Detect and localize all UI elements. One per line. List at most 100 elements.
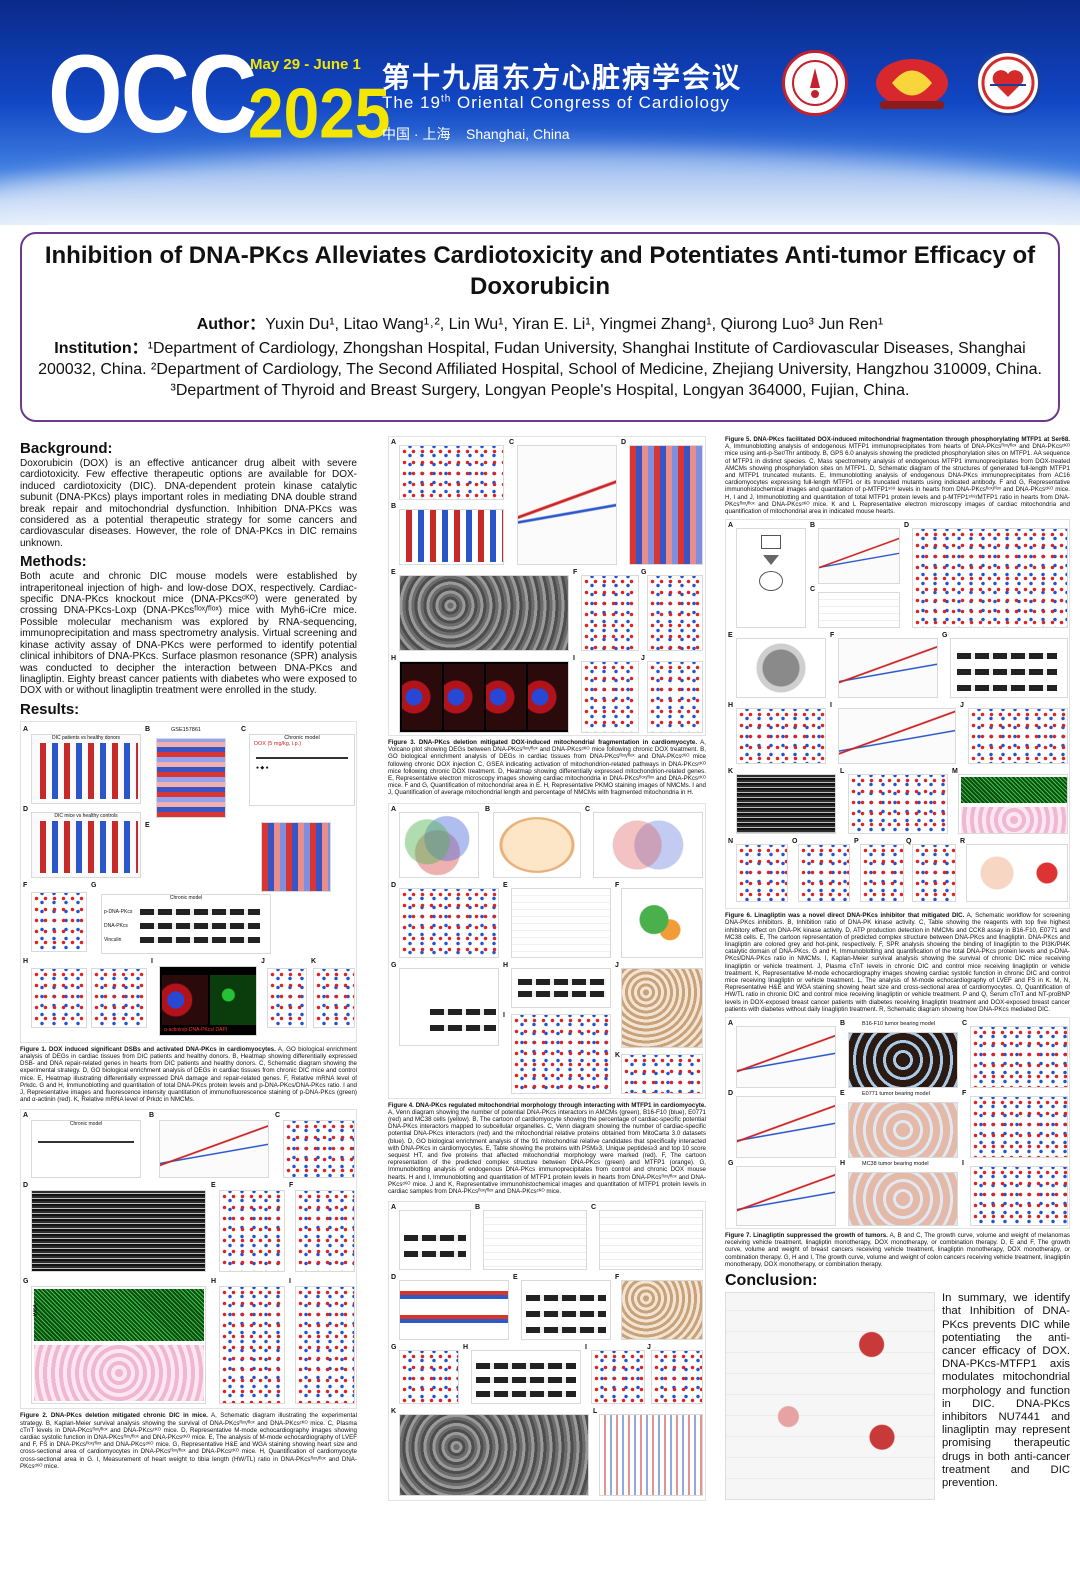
fig3-mito-length xyxy=(581,661,639,733)
fig4-ihc-quant xyxy=(621,1053,703,1094)
fig7-e0771-growth-curve xyxy=(736,1096,836,1159)
congress-location: 中国 · 上海 Shanghai, China xyxy=(382,126,570,142)
fig3-mito-area-g xyxy=(647,575,703,651)
figure-2: A Chronic model B C D E F G WGA H I xyxy=(20,1109,357,1410)
fig3-electron-microscopy xyxy=(399,575,569,651)
fig4-ip-immunoblot xyxy=(399,967,499,1046)
column-left: Background: Doxorubicin (DOX) is an effe… xyxy=(20,436,357,1470)
fig7-mc38-tumors xyxy=(848,1172,958,1227)
fig6-inhibition-ratio xyxy=(818,528,900,585)
fig2-fs xyxy=(295,1190,355,1273)
author-line: Author：Yuxin Du¹, Litao Wang¹˒², Lin Wu¹… xyxy=(196,316,884,333)
fig1-quant-total-dnapkcs xyxy=(31,967,87,1028)
figure-7-caption: Figure 7. Linagliptin suppressed the gro… xyxy=(725,1232,1070,1268)
fig1-heatmap-patients xyxy=(156,737,226,818)
fig2-hwtl xyxy=(295,1286,355,1405)
figure-4-caption: Figure 4. DNA-PKcs regulated mitochondri… xyxy=(388,1101,706,1196)
fig5-ihc xyxy=(621,1280,703,1341)
poster-title-box: Inhibition of DNA-PKcs Alleviates Cardio… xyxy=(20,232,1060,422)
figure-2-caption: Figure 2. DNA-PKcs deletion mitigated ch… xyxy=(20,1412,357,1470)
fig3-go-enrichment xyxy=(399,509,504,565)
fig1-quant-ratio xyxy=(91,967,147,1028)
fig7-b16-tumors xyxy=(848,1032,958,1089)
fig6-quant xyxy=(736,708,826,765)
fig5-truncation-blot xyxy=(521,1280,611,1341)
fig7-e0771-tumors xyxy=(848,1102,958,1159)
methods-heading: Methods: xyxy=(20,553,87,571)
conclusion-section: In summary, we identify that Inhibition … xyxy=(725,1292,1070,1502)
column-right: Figure 5. DNA-PKcs facilitated DOX-induc… xyxy=(725,436,1070,1502)
column-middle: A B C D E F G H I J Figure 3. DNA-PKcs d… xyxy=(388,436,706,1502)
fig4-venn-diagram xyxy=(399,811,479,878)
fig5-mtfp1-blot xyxy=(471,1350,581,1405)
fig3-fragmented-percent xyxy=(647,661,703,733)
results-heading: Results: xyxy=(20,700,80,718)
fig4-mtfp1-blot xyxy=(511,967,611,1008)
fig7-b16-growth-curve xyxy=(736,1026,836,1089)
fig4-go-dotplot xyxy=(399,887,499,958)
congress-title-english: The 19th Oriental Congress of Cardiology xyxy=(382,93,730,112)
institution-line: Institution：¹Department of Cardiology, Z… xyxy=(38,340,1042,399)
fig6-he-wga xyxy=(958,774,1068,835)
fig3-mito-area-f xyxy=(581,575,639,651)
fig6-echocardiography xyxy=(736,774,836,835)
fig6-n-quant xyxy=(736,844,788,903)
fig7-b16-label: B16-F10 tumor bearing model xyxy=(862,1021,936,1028)
fig7-e0771-label: E0771 tumor bearing model xyxy=(862,1091,930,1098)
figure-3: A B C D E F G H I J xyxy=(388,436,706,736)
fig6-survival xyxy=(838,708,956,765)
fig1-go-enrichment-patients: DIC patients vs healthy donors xyxy=(31,733,141,804)
fig2-wga-he-staining: WGA xyxy=(31,1286,206,1405)
fig3-gsea xyxy=(517,445,617,565)
fig5-ihc-quant xyxy=(399,1350,459,1405)
oriental-emblem-icon xyxy=(876,59,948,109)
fig7-mc38-growth-curve xyxy=(736,1166,836,1227)
fig6-mechanism-schematic xyxy=(966,844,1068,903)
fig3-pkmo-staining xyxy=(399,661,569,733)
fig6-lvef-fs xyxy=(848,774,948,835)
fig7-mc38-label: MC38 tumor bearing model xyxy=(862,1161,929,1168)
background-text: Doxorubicin (DOX) is an effective antica… xyxy=(20,458,357,549)
fig6-docking-structure xyxy=(736,638,826,699)
congress-dates: May 29 - June 1 xyxy=(250,56,361,73)
fig6-patient-ctnt xyxy=(860,844,904,903)
fig5-violin-plot xyxy=(599,1414,703,1497)
fig7-b16-weight xyxy=(970,1026,1068,1089)
fig1-immunoblot: Chronic model p-DNA-PKcs DNA-PKcs Vincul… xyxy=(101,893,271,954)
fig3-volcano-plot xyxy=(399,445,504,500)
methods-text: Both acute and chronic DIC mouse models … xyxy=(20,571,357,697)
fig2-ctnt xyxy=(283,1120,355,1179)
fig1-schematic: Chronic model DOX (5 mg/kg, i.p.) ● ◆ ● xyxy=(249,733,355,806)
fig1-geo-label: GSE157861 xyxy=(171,726,201,733)
fig6-screening-workflow xyxy=(736,528,806,629)
fig5-total-mtfp1 xyxy=(591,1350,645,1405)
fig2-schematic: Chronic model xyxy=(31,1120,141,1179)
congress-title-chinese: 第十九届东方心脏病学会议 xyxy=(382,62,743,93)
fig1-go-enrichment-mice: DIC mice vs healthy controls xyxy=(31,811,141,878)
fig4-protein-table xyxy=(511,887,611,958)
conclusion-text: In summary, we identify that Inhibition … xyxy=(942,1292,1070,1489)
figure-5-caption: Figure 5. DNA-PKcs facilitated DOX-induc… xyxy=(725,436,1070,516)
conclusion-schematic-image xyxy=(725,1292,935,1501)
conclusion-heading: Conclusion: xyxy=(725,1272,818,1290)
medical-society-seal-logo xyxy=(782,50,848,116)
figure-6: A B C D E F G H I J K L M xyxy=(725,519,1070,910)
figure-1-caption: Figure 1. DOX induced significant DSBs a… xyxy=(20,1045,357,1104)
poster-title: Inhibition of DNA-PKcs Alleviates Cardio… xyxy=(44,242,1036,300)
fig6-ctnt xyxy=(968,708,1068,765)
banner-wave-decoration xyxy=(0,150,1080,225)
fig4-cardiomyocyte-cartoon xyxy=(493,811,581,878)
fig7-mc38-weight xyxy=(970,1166,1068,1227)
fig1-nmcm-mrna xyxy=(313,967,355,1028)
fig2-cross-sectional-area xyxy=(219,1286,285,1405)
fig5-electron-microscopy xyxy=(399,1414,589,1497)
fig1-fluorescence-quant xyxy=(267,967,307,1028)
heart-globe-icon xyxy=(981,56,1035,110)
fig5-ratio xyxy=(651,1350,703,1405)
figure-7: A B B16-F10 tumor bearing model C D E E0… xyxy=(725,1017,1070,1230)
fig1-if-images: α-actinin/p-DNA-PKcs/ DAPI xyxy=(159,965,257,1036)
background-heading: Background: xyxy=(20,440,113,457)
occ-logo-text: OCC xyxy=(48,33,257,157)
fig1-prkdc-mrna xyxy=(31,891,87,952)
fig4-ihc-images xyxy=(621,967,703,1048)
